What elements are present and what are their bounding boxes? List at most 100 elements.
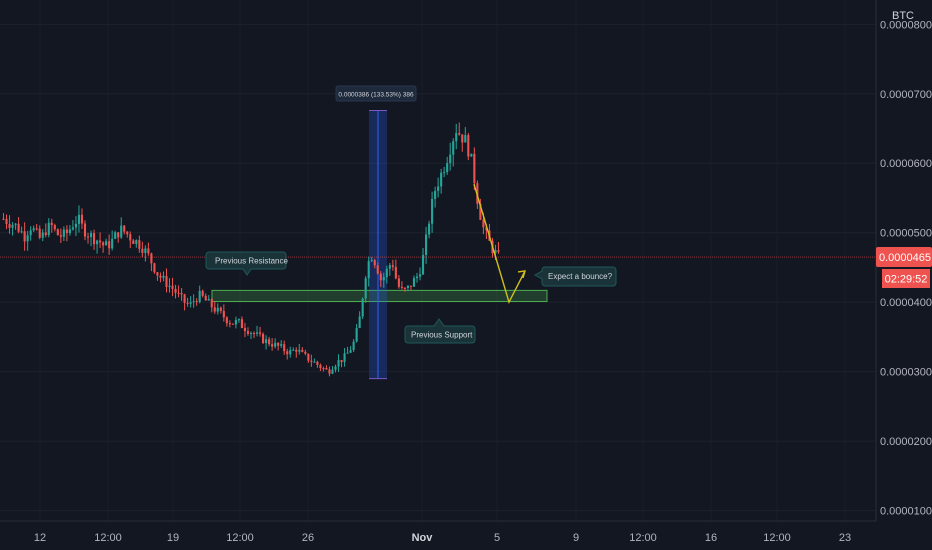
candle-body — [461, 134, 464, 143]
candle-body — [409, 285, 413, 287]
candle-body — [421, 254, 425, 275]
candle-body — [437, 186, 440, 191]
candle-body — [334, 366, 337, 370]
candle-body — [304, 351, 307, 354]
candle-body — [50, 222, 53, 226]
time-axis[interactable]: 12 12:00 19 12:00 26 Nov 5 9 12:00 16 12:00 23 — [0, 520, 876, 544]
candle-body — [455, 133, 458, 142]
candle-body — [240, 319, 244, 328]
candle-body — [38, 228, 41, 238]
y-tick-label: 0.0000500 — [880, 228, 932, 240]
candle-body — [452, 141, 455, 155]
symbol-label: BTC — [892, 10, 914, 22]
callout-expect-bounce[interactable]: Expect a bounce? — [533, 266, 617, 287]
candle-body — [5, 218, 8, 225]
callout-expect-bounce-text: Expect a bounce? — [548, 272, 613, 281]
candle-body — [464, 135, 467, 143]
countdown-text: 02:29:52 — [885, 274, 928, 286]
candle-body — [216, 307, 219, 312]
callout-previous-resistance[interactable]: Previous Resistance — [205, 251, 288, 276]
current-price-text: 0.0000465 — [879, 252, 931, 264]
candle-body — [150, 253, 153, 264]
candle-body — [162, 275, 165, 278]
x-tick-label: 12:00 — [763, 532, 791, 544]
x-tick-label: 9 — [573, 532, 579, 544]
x-tick-label: 23 — [839, 532, 851, 544]
candle-body — [243, 327, 247, 332]
candle-body — [114, 232, 117, 239]
candle-body — [394, 266, 397, 279]
candle-body — [283, 344, 286, 352]
x-tick-label: 12:00 — [629, 532, 657, 544]
candle-body — [222, 310, 225, 318]
candle-body — [123, 225, 126, 232]
candle-body — [382, 277, 385, 281]
candle-body — [458, 133, 461, 135]
candle-body — [467, 135, 470, 157]
candle-body — [346, 352, 349, 354]
measure-label: 0.0000386 (133.53%) 386 — [335, 85, 417, 102]
candle-body — [355, 328, 358, 342]
support-resistance-zone[interactable] — [211, 289, 548, 302]
y-tick-label: 0.0000400 — [880, 297, 932, 309]
candle-body — [364, 278, 367, 299]
candle-body — [105, 241, 108, 246]
candle-body — [289, 350, 292, 355]
candle-body — [246, 331, 250, 334]
y-tick-label: 0.0000600 — [880, 158, 932, 170]
candle-body — [228, 323, 231, 325]
candle-body — [234, 319, 237, 325]
candle-body — [470, 153, 473, 157]
candle-body — [17, 223, 20, 232]
candle-body — [316, 361, 319, 365]
x-tick-label: 12 — [34, 532, 46, 544]
candle-body — [189, 302, 192, 304]
candle-body — [292, 349, 295, 351]
candle-body — [144, 248, 147, 253]
candle-body — [141, 248, 144, 253]
candle-body — [108, 241, 111, 249]
candle-body — [391, 265, 394, 267]
candle-body — [400, 286, 403, 288]
candle-body — [138, 240, 141, 249]
callout-previous-resistance-text: Previous Resistance — [215, 257, 288, 266]
candle-body — [177, 292, 180, 294]
x-tick-label: 19 — [167, 532, 179, 544]
candlestick-series[interactable] — [2, 122, 500, 377]
candle-body — [117, 232, 120, 238]
y-tick-label: 0.0000200 — [880, 436, 932, 448]
candle-body — [331, 369, 334, 374]
callout-previous-support[interactable]: Previous Support — [404, 318, 476, 344]
candle-body — [349, 350, 352, 353]
candle-body — [132, 240, 135, 244]
candle-body — [59, 235, 62, 237]
candle-body — [373, 260, 376, 266]
measure-label-text: 0.0000386 (133.53%) 386 — [338, 92, 414, 99]
candle-body — [494, 250, 497, 253]
candle-body — [262, 333, 265, 344]
candle-body — [198, 290, 201, 303]
x-tick-label: 26 — [302, 532, 314, 544]
candle-body — [361, 298, 364, 317]
candle-body — [32, 228, 35, 231]
candle-body — [337, 360, 340, 367]
candle-body — [29, 230, 32, 236]
candle-body — [99, 240, 102, 243]
candle-body — [412, 278, 416, 287]
candle-body — [319, 364, 322, 369]
candle-body — [255, 332, 259, 334]
candle-body — [41, 232, 44, 238]
candle-body — [159, 275, 162, 278]
price-axis[interactable]: 0.0000100 0.0000200 0.0000300 0.0000400 0.00… — [875, 0, 932, 521]
current-price-tag: 0.0000465 02:29:52 — [876, 247, 932, 288]
candle-body — [195, 301, 198, 303]
candle-body — [153, 263, 156, 273]
candle-body — [92, 233, 96, 245]
candle-body — [225, 317, 228, 324]
candle-body — [271, 344, 274, 347]
candle-body — [403, 287, 406, 289]
candle-body — [497, 250, 500, 252]
y-tick-label: 0.0000700 — [880, 89, 932, 101]
projection-arrow-line[interactable] — [473, 183, 526, 305]
